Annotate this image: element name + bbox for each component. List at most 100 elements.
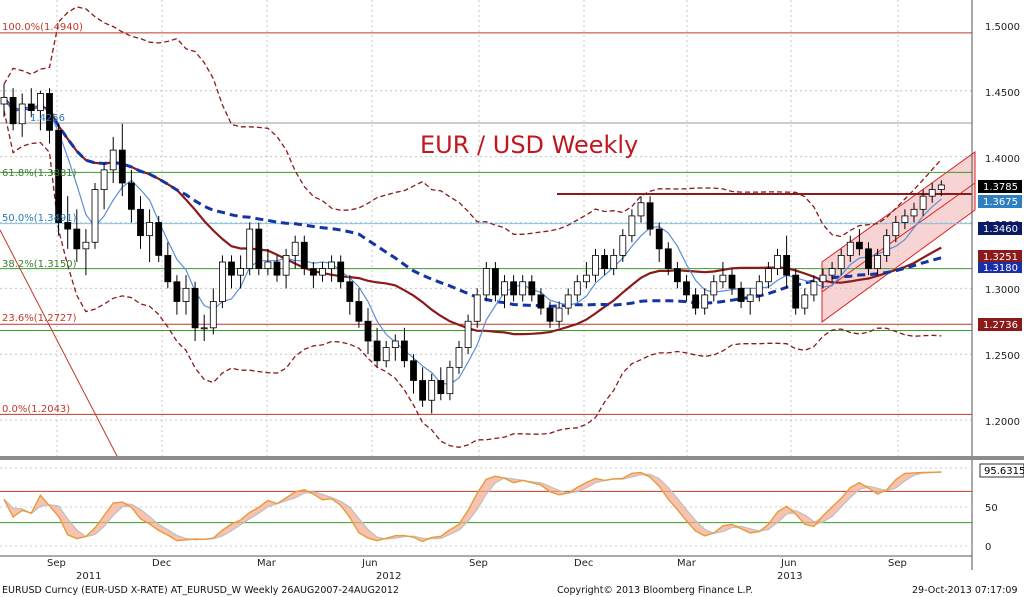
candle-body	[901, 215, 909, 223]
candle-body	[255, 228, 263, 269]
candle-body	[746, 294, 754, 302]
chart-title: EUR / USD Weekly	[420, 131, 638, 159]
candle-body	[628, 215, 636, 237]
candle-body	[364, 320, 372, 342]
candle-body	[810, 281, 818, 296]
tag-ma-dashed: 1.3180	[983, 263, 1018, 274]
candle-body	[137, 208, 144, 237]
tag-ma-fast-bg	[978, 195, 1022, 208]
candle-body	[683, 281, 690, 296]
candle-body	[637, 202, 645, 217]
candle-body	[846, 241, 854, 256]
osc-tag-bg	[979, 463, 1024, 478]
candle-body	[755, 281, 763, 296]
candle-body	[928, 189, 936, 197]
tag-ma-fast: 1.3675	[983, 197, 1018, 208]
candle-body	[282, 255, 290, 276]
tag-lower-band-bg	[978, 318, 1022, 331]
candle-body	[200, 327, 208, 330]
fib-label-100: 100.0%(1.4940)	[2, 22, 83, 33]
fib-label-236: 23.6%(1.2727)	[2, 313, 77, 324]
candle-body	[0, 97, 8, 105]
candle-body	[382, 347, 390, 362]
candle-body	[309, 268, 317, 276]
candle-body	[237, 268, 245, 276]
candle-body	[273, 261, 281, 276]
osc-tick: 50	[985, 503, 998, 514]
candle-body	[300, 241, 308, 269]
candle-body	[737, 287, 745, 302]
candle-body	[346, 281, 354, 302]
candle-body	[837, 255, 845, 269]
year-label: 2011	[76, 571, 101, 582]
year-label: 2013	[777, 571, 802, 582]
candle-body	[865, 248, 872, 269]
osc-area	[4, 471, 942, 542]
candle-body	[537, 294, 545, 309]
time-axis: Sep Dec Mar Jun Sep Dec Mar Jun Sep 2011…	[0, 555, 972, 582]
ma-dashed-line	[2, 96, 942, 308]
candle-body	[937, 184, 945, 190]
candle-body	[501, 281, 508, 296]
candle-body	[592, 255, 599, 276]
candle-body	[291, 241, 299, 256]
footer-ticker: EURUSD Curncy (EUR-USD X-RATE) AT_EURUSD…	[2, 585, 399, 596]
month-label: Dec	[574, 558, 593, 569]
bollinger-lower	[3, 110, 942, 448]
candle-body	[874, 255, 881, 269]
candle-body	[246, 228, 254, 269]
candle-body	[355, 301, 363, 322]
candle-body	[719, 274, 727, 283]
candle-body	[55, 129, 62, 223]
candle-body	[482, 268, 490, 296]
candle-body	[546, 307, 554, 322]
candle-body	[646, 202, 654, 230]
candle-body	[892, 222, 900, 237]
month-label: Sep	[469, 558, 488, 569]
candle-body	[64, 222, 72, 230]
candle-body	[9, 97, 17, 125]
candle-body	[510, 281, 518, 296]
candle-body	[619, 235, 627, 256]
candle-body	[519, 281, 527, 296]
candle-body	[819, 274, 827, 283]
candle-body	[18, 103, 26, 125]
tag-close: 1.3785	[983, 182, 1018, 193]
candle-body	[428, 380, 436, 401]
channel-midline	[821, 182, 976, 293]
candle-body	[655, 228, 663, 250]
candle-body	[710, 281, 718, 296]
candle-body	[701, 294, 709, 309]
tag-ma-slow-bg	[978, 250, 1022, 263]
price-tick: 1.4500	[985, 88, 1020, 99]
fib-label-382: 38.2%(1.3150)	[2, 259, 77, 270]
candle-body	[728, 274, 736, 289]
tag-level: 1.3460	[983, 224, 1018, 235]
fib-label-0: 0.0%(1.2043)	[2, 404, 70, 415]
osc-main-line	[3, 471, 942, 543]
month-label: Mar	[257, 558, 277, 569]
candle-body	[692, 294, 699, 309]
candle-body	[164, 255, 172, 283]
candle-body	[109, 149, 117, 171]
footer-copyright: Copyright© 2013 Bloomberg Finance L.P.	[557, 585, 753, 596]
candle-body	[564, 294, 572, 309]
candle-body	[264, 261, 272, 269]
tag-close-bg	[978, 180, 1022, 193]
candle-body	[446, 366, 454, 395]
tag-level-bg	[978, 222, 1022, 235]
candle-body	[792, 274, 800, 309]
month-label: Jun	[780, 558, 797, 569]
candle-body	[155, 222, 163, 256]
candle-body	[674, 268, 681, 283]
footer-timestamp: 29-Oct-2013 07:17:09	[912, 585, 1018, 596]
candle-body	[209, 301, 217, 329]
candle-body	[464, 320, 472, 348]
year-label: 2012	[376, 571, 401, 582]
candle-body	[91, 189, 99, 243]
candle-body	[182, 287, 190, 302]
candle-body	[100, 169, 108, 190]
price-tick: 1.3000	[985, 285, 1020, 296]
candle-body	[400, 340, 408, 362]
candle-body	[410, 360, 417, 381]
